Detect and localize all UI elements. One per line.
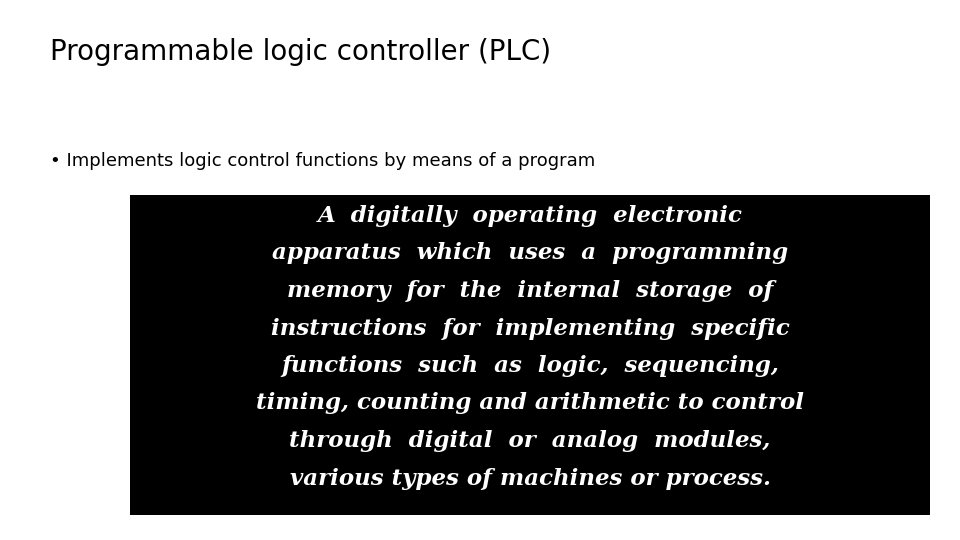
Text: functions  such  as  logic,  sequencing,: functions such as logic, sequencing, [281, 355, 779, 377]
Text: • Implements logic control functions by means of a program: • Implements logic control functions by … [50, 152, 595, 170]
Text: memory  for  the  internal  storage  of: memory for the internal storage of [287, 280, 773, 302]
Text: Programmable logic controller (PLC): Programmable logic controller (PLC) [50, 38, 551, 66]
Text: through  digital  or  analog  modules,: through digital or analog modules, [289, 430, 771, 452]
Text: instructions  for  implementing  specific: instructions for implementing specific [271, 318, 789, 340]
Text: various types of machines or process.: various types of machines or process. [290, 468, 771, 489]
FancyBboxPatch shape [130, 195, 930, 515]
Text: timing, counting and arithmetic to control: timing, counting and arithmetic to contr… [256, 393, 804, 415]
Text: A  digitally  operating  electronic: A digitally operating electronic [318, 205, 742, 227]
Text: apparatus  which  uses  a  programming: apparatus which uses a programming [272, 242, 788, 265]
